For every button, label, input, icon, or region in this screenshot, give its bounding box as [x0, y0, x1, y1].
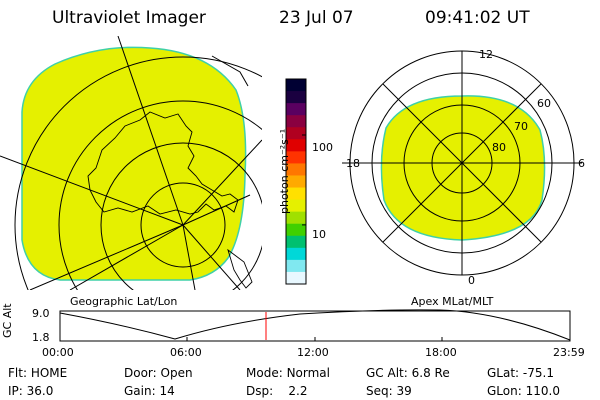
lat-circle	[100, 142, 262, 290]
colorbar-segment	[286, 103, 306, 116]
mlt-diagonal	[382, 83, 542, 243]
status-value: -75.1	[522, 366, 554, 380]
meridian-line	[182, 224, 241, 290]
meridian-line	[69, 224, 184, 290]
status-key: GLat:	[487, 366, 520, 380]
colorbar-segment	[286, 151, 306, 164]
date-label: 23 Jul 07	[279, 8, 354, 28]
status-key: Dsp:	[246, 384, 274, 398]
status-key: Gain:	[124, 384, 156, 398]
status-value: 14	[159, 384, 175, 398]
mlt-panel-caption: Apex MLat/MLT	[411, 295, 494, 308]
status-ip: IP: 36.0	[8, 384, 53, 398]
colorbar-segment	[286, 115, 306, 128]
altitude-xtick: 18:00	[425, 346, 457, 359]
lat-circle	[140, 182, 226, 268]
time-label: 09:41:02 UT	[425, 8, 530, 28]
status-gc-alt: GC Alt: 6.8 Re	[366, 366, 450, 380]
mlat-label-80: 80	[492, 141, 506, 154]
colorbar-tick-10: 10	[312, 228, 326, 241]
status-key: IP:	[8, 384, 23, 398]
mlat-label-70: 70	[514, 120, 528, 133]
altitude-plot	[59, 309, 571, 342]
colorbar-segment	[286, 199, 306, 213]
colorbar-tick-100: 100	[312, 141, 333, 154]
colorbar-frame	[285, 78, 307, 285]
meridian-line	[182, 224, 196, 290]
status-key: GC Alt:	[366, 366, 408, 380]
colorbar	[285, 78, 307, 285]
geographic-map	[0, 36, 262, 290]
status-value: 6.8 Re	[411, 366, 450, 380]
status-key: Mode:	[246, 366, 283, 380]
colorbar-segment	[286, 259, 306, 273]
colorbar-segment	[286, 127, 306, 140]
mlt-label-12: 12	[479, 48, 493, 61]
mlt-label-18: 18	[346, 157, 360, 170]
coastline-antarctica	[87, 111, 239, 215]
colorbar-segment	[286, 187, 306, 201]
colorbar-segment	[286, 247, 306, 261]
status-value: 110.0	[525, 384, 560, 398]
status-glat: GLat: -75.1	[487, 366, 554, 380]
coastline-edge	[211, 55, 249, 87]
colorbar-segment	[286, 271, 306, 285]
altitude-ytick-bottom: 1.8	[32, 331, 50, 344]
status-value: HOME	[30, 366, 68, 380]
meridian-line	[182, 194, 251, 226]
status-glon: GLon: 110.0	[487, 384, 560, 398]
altitude-ylabel: GC Alt	[1, 303, 14, 338]
colorbar-unit-label: photon cm⁻²s⁻¹	[278, 128, 291, 214]
colorbar-segment	[286, 139, 306, 152]
mlt-polar-plot	[342, 50, 582, 276]
colorbar-segment	[286, 211, 306, 225]
lat-circle	[58, 100, 262, 290]
colorbar-segment	[286, 91, 306, 104]
status-value: 36.0	[26, 384, 54, 398]
status-key: Seq:	[366, 384, 393, 398]
status-door: Door: Open	[124, 366, 193, 380]
status-key: Flt:	[8, 366, 27, 380]
instrument-title: Ultraviolet Imager	[52, 8, 206, 28]
meridian-line	[182, 139, 262, 226]
status-key: GLon:	[487, 384, 522, 398]
status-value: 2.2	[288, 384, 308, 398]
colorbar-segment	[286, 163, 306, 176]
altitude-xtick: 12:00	[297, 346, 329, 359]
status-mode: Mode: Normal	[246, 366, 330, 380]
altitude-ytick-top: 9.0	[32, 307, 50, 320]
altitude-xtick: 06:00	[170, 346, 202, 359]
status-key: Door:	[124, 366, 157, 380]
mlat-label-60: 60	[537, 97, 551, 110]
status-dsp: Dsp: 2.2	[246, 384, 308, 398]
meridian-line	[117, 36, 184, 226]
colorbar-segment	[286, 235, 306, 249]
geo-panel-caption: Geographic Lat/Lon	[70, 295, 178, 308]
colorbar-segment	[286, 175, 306, 189]
altitude-xtick: 23:59	[553, 346, 585, 359]
altitude-curve	[59, 309, 571, 341]
mlt-label-6: 6	[578, 157, 585, 170]
lat-circle	[14, 56, 262, 290]
colorbar-segment	[286, 223, 306, 237]
status-value: Open	[160, 366, 193, 380]
status-value: Normal	[286, 366, 330, 380]
coastline-south-america	[227, 248, 253, 289]
status-value: 39	[396, 384, 412, 398]
status-gain: Gain: 14	[124, 384, 175, 398]
status-flt: Flt: HOME	[8, 366, 67, 380]
colorbar-segment	[286, 79, 306, 92]
meridian-line	[0, 155, 184, 226]
status-seq: Seq: 39	[366, 384, 412, 398]
altitude-xtick: 00:00	[42, 346, 74, 359]
meridian-line	[29, 224, 184, 290]
altitude-plot-frame	[59, 310, 571, 342]
mlt-label-0: 0	[468, 274, 475, 287]
